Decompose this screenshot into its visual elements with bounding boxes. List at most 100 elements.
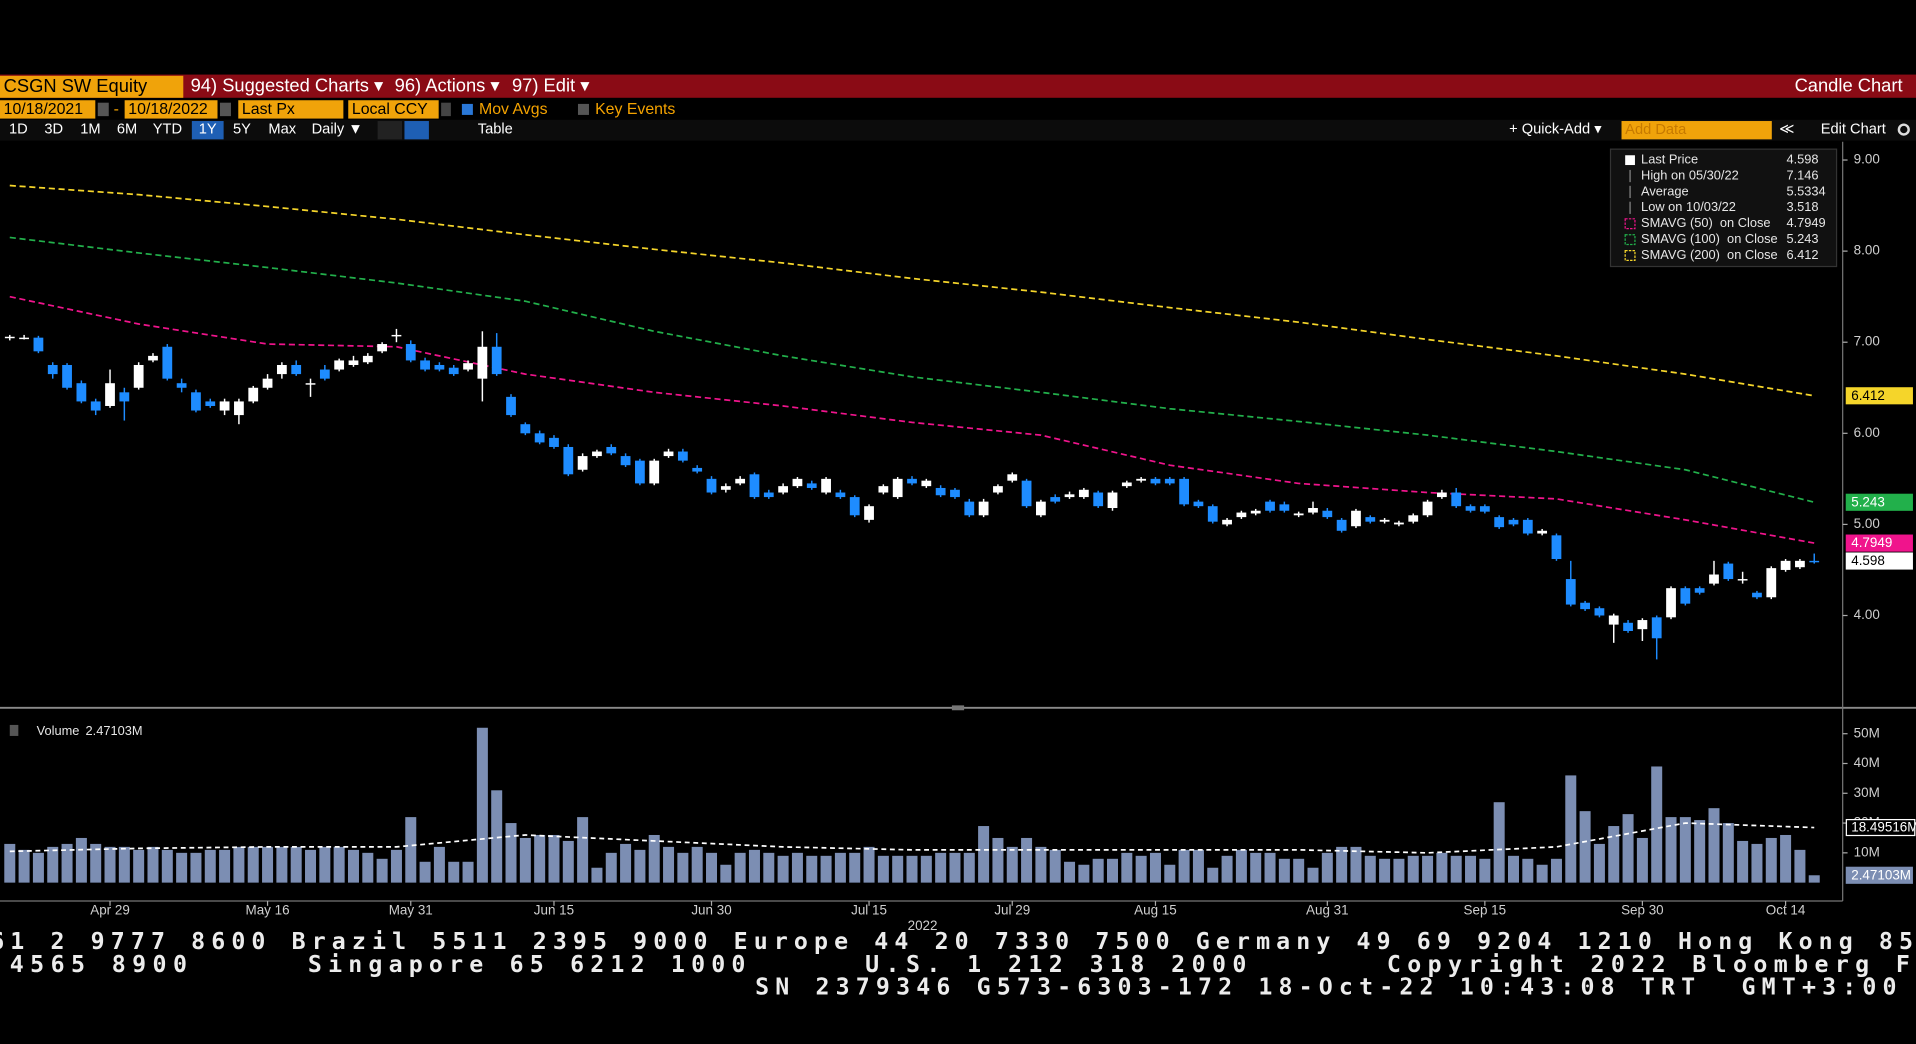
volume-legend-icon[interactable] bbox=[9, 724, 19, 736]
period-button[interactable]: 5Y bbox=[233, 121, 251, 137]
table-button[interactable]: Table bbox=[478, 121, 513, 137]
candle-body bbox=[491, 346, 502, 375]
field-select[interactable] bbox=[238, 100, 344, 119]
period-button[interactable]: 1M bbox=[80, 121, 100, 137]
candle-body bbox=[191, 392, 201, 411]
period-button[interactable]: YTD bbox=[153, 121, 182, 137]
candle-body bbox=[19, 337, 29, 340]
candle-body bbox=[806, 483, 817, 488]
checkbox-checked[interactable] bbox=[461, 103, 473, 115]
volume-bar bbox=[863, 846, 875, 883]
start-date[interactable]: 10/18/2021 bbox=[4, 101, 84, 118]
volume-bar bbox=[791, 852, 803, 883]
volume-bar bbox=[118, 846, 130, 883]
quick-add[interactable]: + Quick-Add ▾ bbox=[1509, 121, 1602, 137]
candle-body bbox=[1809, 560, 1820, 563]
footer-line: SN 2379346 G573-6303-172 18-Oct-22 10:43… bbox=[755, 973, 1896, 1000]
period-button[interactable]: 3D bbox=[44, 121, 63, 137]
candle-body bbox=[1680, 588, 1691, 604]
volume-bar bbox=[176, 852, 188, 883]
candle-body bbox=[1723, 563, 1734, 580]
key-events[interactable]: Key Events bbox=[595, 101, 675, 118]
candle-body bbox=[692, 467, 703, 472]
period-button[interactable]: 6M bbox=[117, 121, 137, 137]
candle-body bbox=[677, 451, 688, 461]
candle-body bbox=[1580, 602, 1590, 610]
settings-icon[interactable] bbox=[1897, 123, 1910, 136]
candle-body bbox=[1107, 492, 1118, 509]
volume-bar bbox=[305, 849, 317, 883]
candle-body bbox=[1537, 530, 1548, 534]
divider-handle[interactable] bbox=[951, 705, 965, 711]
ticker-field[interactable] bbox=[0, 75, 184, 98]
volume-bar bbox=[1149, 852, 1161, 883]
field[interactable]: Last Px bbox=[242, 101, 295, 118]
period-button[interactable]: 1D bbox=[9, 121, 28, 137]
volume-bar bbox=[1765, 837, 1777, 883]
volume-bar bbox=[720, 864, 732, 883]
x-tick-label: Aug 15 bbox=[1134, 902, 1177, 917]
date-field[interactable] bbox=[124, 100, 218, 119]
value-tag bbox=[1845, 387, 1913, 405]
y-tick-label: 4.00 bbox=[1854, 607, 1880, 622]
volume-bar bbox=[920, 855, 932, 883]
volume-bar bbox=[1221, 855, 1233, 883]
volume-bar bbox=[1021, 837, 1033, 883]
volume-legend-name: Volume bbox=[37, 723, 80, 738]
legend-value: 6.412 bbox=[1786, 247, 1818, 262]
period-button[interactable]: Max bbox=[268, 121, 296, 137]
volume-bar bbox=[1135, 855, 1147, 883]
edit-chart[interactable]: Edit Chart bbox=[1821, 121, 1886, 137]
volume-bar bbox=[1593, 843, 1605, 883]
candle-body bbox=[1494, 517, 1505, 528]
date-field[interactable] bbox=[0, 100, 96, 119]
calendar-icon[interactable] bbox=[219, 102, 231, 117]
candle-body bbox=[448, 367, 459, 375]
volume-bar bbox=[1035, 846, 1047, 883]
candle-body bbox=[434, 364, 445, 370]
menu[interactable]: 97) Edit ▾ bbox=[512, 75, 590, 96]
volume-bar bbox=[1436, 852, 1448, 883]
candle-icon[interactable] bbox=[404, 121, 429, 140]
mov-avgs[interactable]: Mov Avgs bbox=[479, 101, 548, 118]
period-button[interactable]: 1Y bbox=[199, 121, 217, 137]
legend-label: SMAVG (50) on Close bbox=[1641, 215, 1770, 230]
volume-bar bbox=[706, 852, 718, 883]
candle-body bbox=[506, 396, 516, 416]
menu[interactable]: 96) Actions ▾ bbox=[395, 75, 501, 96]
volume-bar bbox=[262, 846, 274, 883]
calendar-icon[interactable] bbox=[97, 102, 109, 117]
candle-body bbox=[1336, 519, 1347, 531]
menu[interactable]: 94) Suggested Charts ▾ bbox=[191, 75, 384, 96]
add-data[interactable]: Add Data bbox=[1625, 122, 1687, 138]
title-bar bbox=[0, 74, 1916, 98]
y-tick-label: 7.00 bbox=[1854, 334, 1880, 349]
date-dash: - bbox=[114, 101, 119, 118]
volume-bar bbox=[1493, 802, 1505, 883]
volume-bar bbox=[519, 837, 531, 883]
volume-bar bbox=[663, 846, 675, 883]
candle-body bbox=[534, 433, 545, 443]
volume-bar bbox=[1465, 855, 1477, 883]
checkbox[interactable] bbox=[577, 103, 589, 115]
y-tick-label: 5.00 bbox=[1854, 516, 1880, 531]
end-date[interactable]: 10/18/2022 bbox=[128, 101, 208, 118]
add-data-field[interactable] bbox=[1621, 121, 1772, 140]
volume-bar bbox=[620, 843, 632, 883]
candle-body bbox=[1795, 560, 1805, 568]
collapse[interactable]: ≪ bbox=[1779, 121, 1794, 137]
x-tick-label: Sep 15 bbox=[1464, 902, 1507, 917]
candle-body bbox=[1265, 501, 1275, 511]
volume-bar bbox=[75, 837, 87, 883]
ticker[interactable]: CSGN SW Equity bbox=[4, 75, 148, 96]
currency[interactable]: Local CCY bbox=[352, 101, 428, 118]
candle-body bbox=[362, 355, 373, 363]
frequency[interactable]: Daily ▼ bbox=[312, 121, 363, 137]
value-tag-label: 4.598 bbox=[1851, 553, 1885, 568]
dropdown[interactable] bbox=[441, 102, 451, 117]
line-icon[interactable] bbox=[377, 121, 403, 140]
value-tag-label: 18.49516M bbox=[1851, 820, 1916, 835]
volume-bar bbox=[290, 846, 302, 883]
currency-select[interactable] bbox=[348, 100, 439, 119]
